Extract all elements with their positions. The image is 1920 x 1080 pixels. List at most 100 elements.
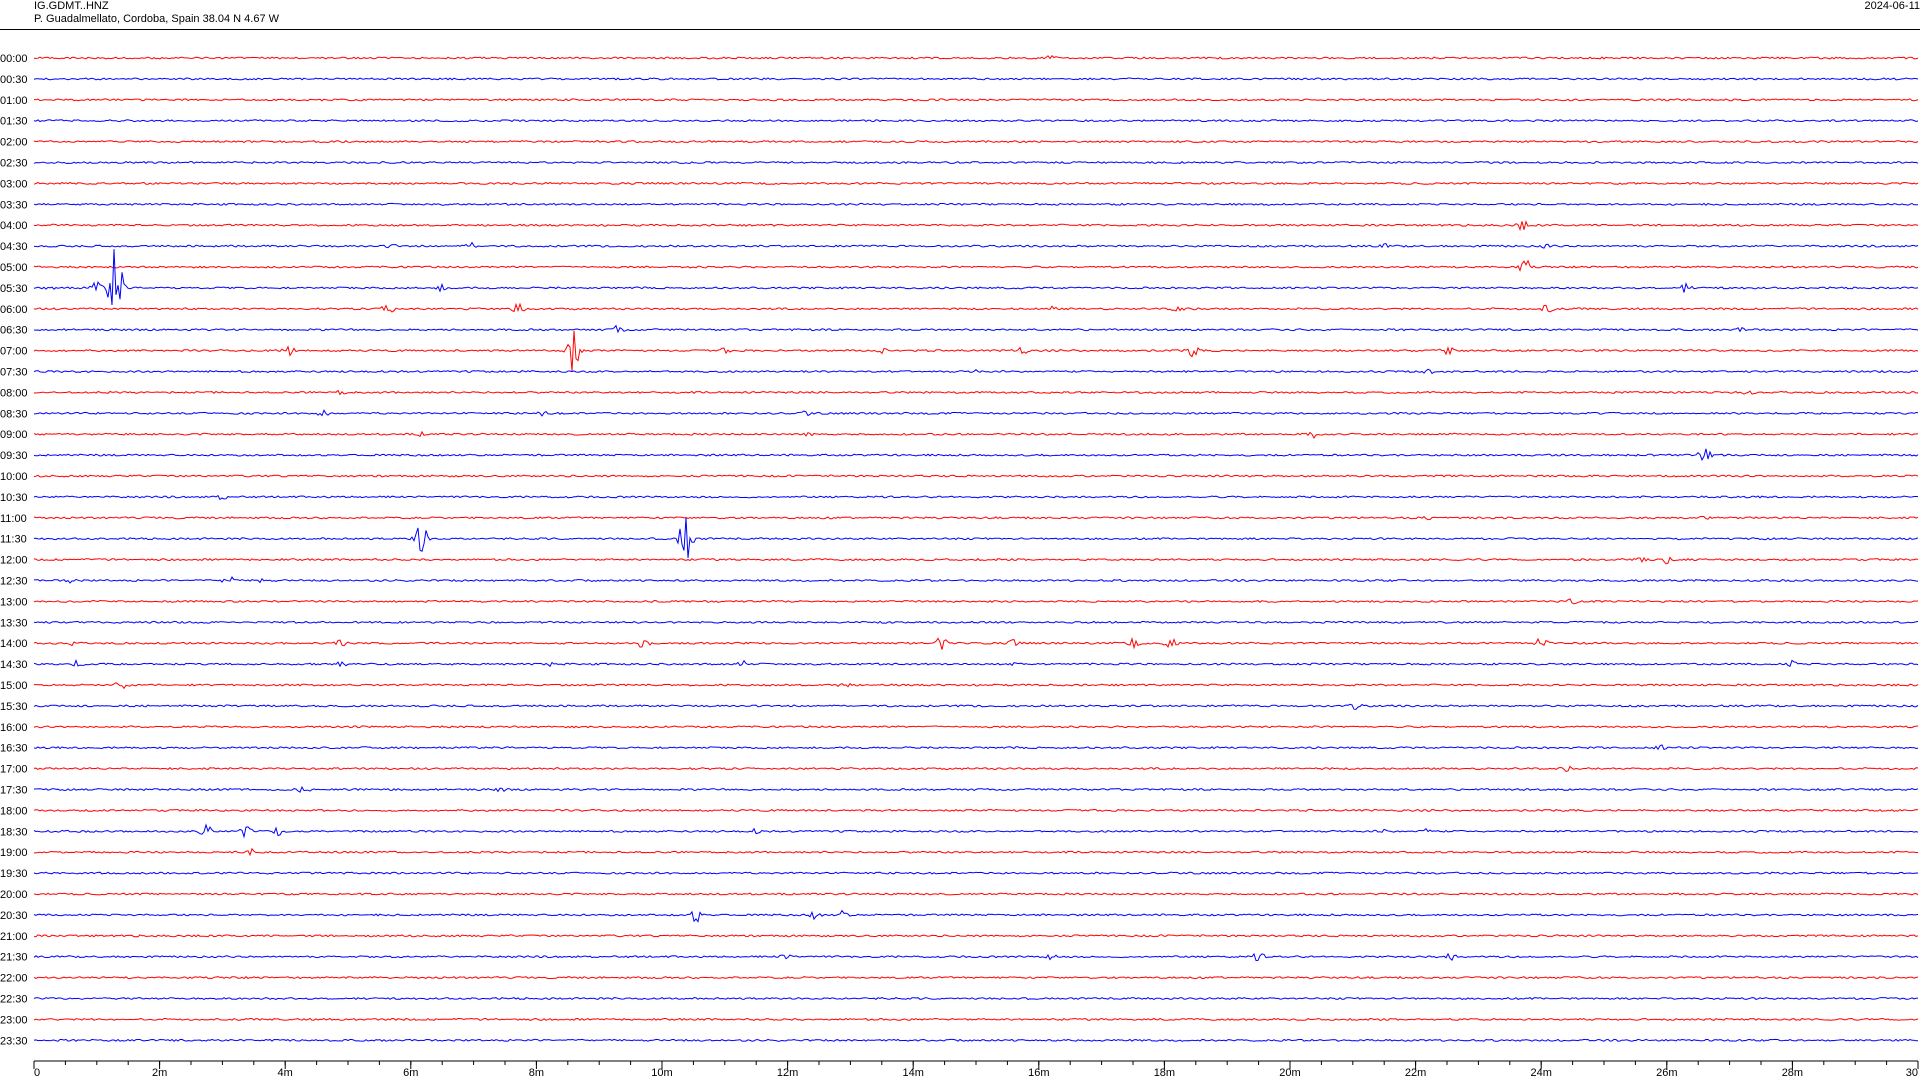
row-label: 01:00: [0, 95, 28, 107]
trace-1030: [33, 494, 1919, 501]
row-label: 13:00: [0, 596, 28, 608]
trace-1930: [33, 871, 1919, 875]
x-tick-label: 30: [1906, 1067, 1918, 1079]
trace-0400: [34, 220, 1919, 231]
row-label: 01:30: [0, 116, 28, 128]
x-tick-label: 14m: [902, 1067, 923, 1079]
row-label: 03:30: [0, 199, 28, 211]
x-tick-label: 10m: [651, 1067, 672, 1079]
trace-0700: [33, 330, 1919, 372]
trace-1330: [33, 620, 1919, 624]
row-label: 10:00: [0, 471, 28, 483]
row-label: 21:30: [0, 952, 28, 964]
x-tick-label: 4m: [278, 1067, 293, 1079]
trace-0830: [33, 409, 1919, 417]
trace-2230: [33, 997, 1919, 1001]
row-label: 04:00: [0, 220, 28, 232]
trace-2030: [33, 909, 1919, 923]
row-label: 11:30: [0, 534, 27, 546]
trace-0100: [33, 98, 1919, 102]
trace-1230: [33, 576, 1919, 584]
trace-1900: [33, 847, 1918, 857]
station-location: P. Guadalmellato, Cordoba, Spain 38.04 N…: [34, 13, 280, 25]
trace-0000: [33, 54, 1919, 60]
trace-2330: [33, 1038, 1919, 1042]
row-label: 12:30: [0, 576, 28, 588]
row-label: 10:30: [0, 492, 28, 504]
trace-1300: [33, 598, 1919, 605]
row-label: 17:30: [0, 785, 28, 797]
row-label: 02:30: [0, 158, 28, 170]
row-label: 16:00: [0, 722, 28, 734]
x-tick-label: 20m: [1279, 1067, 1300, 1079]
trace-0900: [33, 430, 1919, 439]
x-tick-label: 24m: [1530, 1067, 1551, 1079]
row-label: 14:30: [0, 659, 28, 671]
trace-1430: [33, 659, 1919, 668]
trace-2000: [33, 892, 1919, 896]
row-label-group: 00:00 00:30 01:00 01:30 02:00 02:30 03:00 03:30…: [0, 53, 28, 1047]
row-label: 06:30: [0, 325, 28, 337]
trace-0800: [33, 389, 1919, 396]
trace-2300: [33, 1017, 1919, 1021]
x-tick-label: 6m: [403, 1067, 418, 1079]
row-label: 19:30: [0, 868, 28, 880]
x-tick-label: 8m: [529, 1067, 544, 1079]
trace-1530: [33, 703, 1919, 710]
row-label: 15:30: [0, 701, 28, 713]
x-axis: 0 2m 4m 6m 8m 10m 12m 14m 16m 18m 20m 22m 24m 26m 28m 3…: [33, 1060, 1919, 1079]
row-label: 19:00: [0, 847, 28, 859]
trace-0200: [33, 140, 1919, 144]
row-label: 08:30: [0, 408, 28, 420]
row-label: 21:00: [0, 931, 28, 943]
row-label: 14:00: [0, 638, 28, 650]
header-divider: [0, 29, 1920, 30]
plot-date: 2024-06-11: [1864, 0, 1920, 12]
row-label: 08:00: [0, 387, 28, 399]
trace-1800: [33, 808, 1919, 812]
row-label: 09:30: [0, 450, 28, 462]
trace-0230: [33, 160, 1919, 164]
trace-1500: [33, 682, 1919, 690]
row-label: 20:30: [0, 910, 28, 922]
trace-1000: [33, 474, 1919, 478]
trace-0500: [33, 259, 1919, 272]
station-code: IG.GDMT..HNZ: [34, 0, 109, 12]
row-label: 22:30: [0, 994, 28, 1006]
row-label: 05:30: [0, 283, 28, 295]
x-tick-label: 28m: [1782, 1067, 1803, 1079]
plot-header: IG.GDMT..HNZ P. Guadalmellato, Cordoba, …: [0, 0, 1920, 30]
row-label: 16:30: [0, 743, 28, 755]
trace-0530: [33, 249, 1919, 306]
row-label: 17:00: [0, 764, 28, 776]
x-tick-label: 0: [34, 1067, 40, 1079]
trace-1630: [33, 744, 1919, 751]
trace-0300: [33, 181, 1919, 185]
x-tick-label: 16m: [1028, 1067, 1049, 1079]
trace-group: [33, 54, 1919, 1042]
trace-1700: [33, 765, 1919, 773]
trace-0600: [33, 302, 1919, 313]
x-tick-label: 2m: [152, 1067, 167, 1079]
row-label: 05:00: [0, 262, 28, 274]
row-label: 00:00: [0, 53, 28, 65]
row-label: 23:00: [0, 1014, 28, 1026]
row-label: 04:30: [0, 241, 28, 253]
trace-1200: [33, 556, 1919, 565]
trace-1830: [33, 823, 1919, 839]
trace-0030: [33, 77, 1919, 81]
trace-0930: [33, 448, 1919, 462]
row-label: 13:30: [0, 617, 28, 629]
row-label: 11:00: [0, 513, 27, 525]
row-label: 00:30: [0, 74, 28, 86]
row-label: 07:30: [0, 367, 28, 379]
row-label: 09:00: [0, 429, 28, 441]
trace-0730: [33, 368, 1919, 375]
trace-1730: [33, 785, 1919, 793]
row-label: 07:00: [0, 346, 28, 358]
row-label: 20:00: [0, 889, 28, 901]
trace-2100: [34, 934, 1919, 938]
trace-1100: [33, 515, 1919, 521]
row-label: 18:30: [0, 826, 28, 838]
